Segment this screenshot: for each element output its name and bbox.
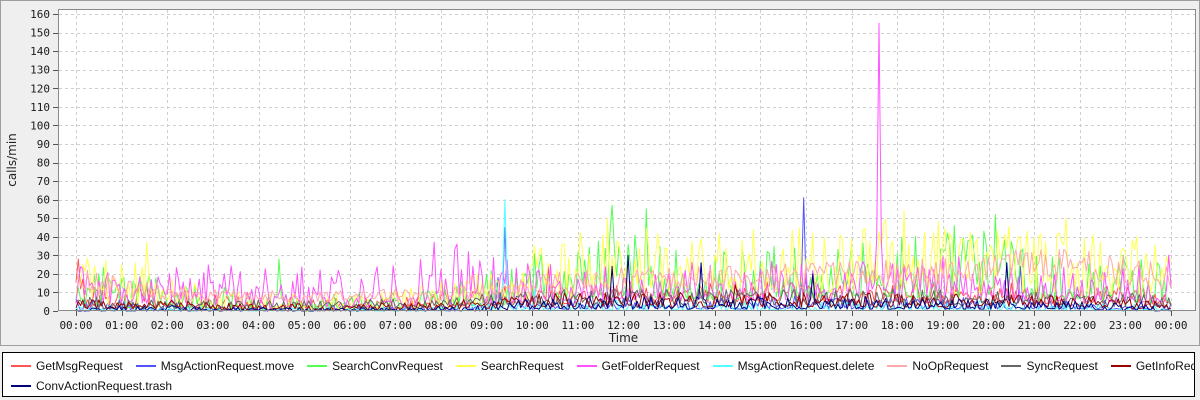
x-tick-label: 20:00 (972, 319, 1005, 332)
y-tick-label: 40 (37, 231, 50, 244)
legend-item-GetMsgRequest: GetMsgRequest (11, 359, 123, 373)
legend-label: GetInfoRequest (1135, 359, 1195, 373)
legend-item-MsgActionRequest.delete: MsgActionRequest.delete (712, 359, 875, 373)
chart-panel: 0 10 20 30 40 50 60 70 80 90 100 110 120 130 140 150 160… (0, 0, 1200, 346)
legend-item-NoOpRequest: NoOpRequest (887, 359, 988, 373)
x-tick-label: 22:00 (1063, 319, 1096, 332)
y-tick-label: 150 (30, 27, 50, 40)
legend-swatch (1110, 365, 1131, 367)
x-tick-label: 07:00 (379, 319, 412, 332)
legend-swatch (1001, 365, 1022, 367)
x-tick-label: 05:00 (288, 319, 321, 332)
x-tick-label: 08:00 (424, 319, 457, 332)
y-tick-label: 10 (37, 286, 50, 299)
y-axis-title: calls/min (5, 133, 19, 187)
legend-swatch (712, 365, 733, 367)
legend-item-SearchRequest: SearchRequest (455, 359, 564, 373)
legend-swatch (887, 365, 908, 367)
x-tick-label: 17:00 (835, 319, 868, 332)
legend-swatch (11, 385, 31, 387)
x-tick-label: 21:00 (1018, 319, 1051, 332)
y-tick-label: 80 (37, 157, 50, 170)
x-tick-label: 03:00 (196, 319, 229, 332)
y-tick-label: 20 (37, 268, 50, 281)
legend-label: NoOpRequest (912, 359, 989, 373)
plot-frame (58, 9, 1196, 311)
y-tick-label: 160 (30, 8, 50, 21)
legend-swatch (135, 365, 156, 367)
y-tick-label: 0 (43, 305, 50, 318)
x-tick-label: 04:00 (242, 319, 275, 332)
legend-swatch (307, 365, 328, 367)
x-tick-label: 00:00 (59, 319, 92, 332)
y-tick-label: 30 (37, 249, 50, 262)
legend-swatch (576, 365, 597, 367)
x-tick-label: 06:00 (333, 319, 366, 332)
x-tick-label: 18:00 (881, 319, 914, 332)
legend-label: GetMsgRequest (36, 359, 123, 373)
y-tick-label: 50 (37, 212, 50, 225)
legend-label: SearchConvRequest (332, 359, 443, 373)
x-tick-label: 16:00 (789, 319, 822, 332)
legend-row: ConvActionRequest.trash (11, 376, 1194, 396)
legend-item-SyncRequest: SyncRequest (1001, 359, 1098, 373)
legend-item-GetInfoRequest: GetInfoRequest (1110, 359, 1195, 373)
x-tick-label: 00:00 (1154, 319, 1187, 332)
y-tick-label: 130 (30, 64, 50, 77)
series-line-SearchRequest (75, 210, 1172, 310)
legend-label: MsgActionRequest.move (160, 359, 295, 373)
y-tick-label: 60 (37, 194, 50, 207)
x-tick-label: 19:00 (926, 319, 959, 332)
legend-item-GetFolderRequest: GetFolderRequest (576, 359, 700, 373)
y-tick-label: 110 (30, 101, 50, 114)
x-tick-label: 01:00 (105, 319, 138, 332)
legend-label: SyncRequest (1026, 359, 1098, 373)
x-tick-label: 12:00 (607, 319, 640, 332)
plot-area: 0 10 20 30 40 50 60 70 80 90 100 110 120 130 140 150 160… (5, 8, 1196, 345)
y-tick-label: 100 (30, 119, 50, 132)
y-tick-label: 120 (30, 82, 50, 95)
y-tick-label: 70 (37, 175, 50, 188)
legend-item-SearchConvRequest: SearchConvRequest (307, 359, 443, 373)
legend-item-ConvActionRequest.trash: ConvActionRequest.trash (11, 379, 172, 393)
legend-row: GetMsgRequest MsgActionRequest.move Search… (11, 356, 1194, 376)
legend-label: MsgActionRequest.delete (737, 359, 875, 373)
series-line-GetFolderRequest (75, 22, 1172, 308)
legend-label: SearchRequest (480, 359, 564, 373)
x-tick-label: 09:00 (470, 319, 503, 332)
x-tick-label: 02:00 (151, 319, 184, 332)
legend: GetMsgRequest MsgActionRequest.move Search… (2, 352, 1195, 397)
x-tick-label: 13:00 (653, 319, 686, 332)
series-line-NoOpRequest (75, 248, 1172, 303)
legend-label: GetFolderRequest (601, 359, 700, 373)
x-tick-label: 15:00 (744, 319, 777, 332)
x-tick-label: 23:00 (1109, 319, 1142, 332)
x-tick-label: 10:00 (516, 319, 549, 332)
legend-item-MsgActionRequest.move: MsgActionRequest.move (135, 359, 295, 373)
x-tick-label: 11:00 (561, 319, 594, 332)
x-axis-title: Time (608, 331, 638, 345)
x-tick-label: 14:00 (698, 319, 731, 332)
legend-label: ConvActionRequest.trash (36, 379, 173, 393)
legend-swatch (11, 365, 31, 367)
legend-swatch (455, 365, 476, 367)
y-tick-label: 140 (30, 45, 50, 58)
y-tick-label: 90 (37, 138, 50, 151)
